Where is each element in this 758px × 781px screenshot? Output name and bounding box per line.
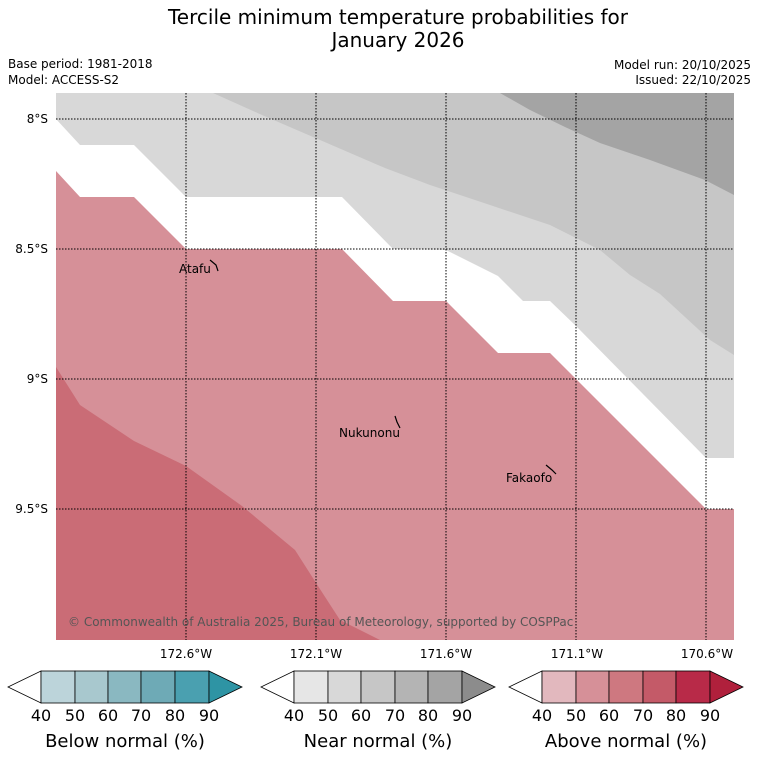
colorbar-above-segment (575, 670, 610, 704)
fakaofo-island-outline (545, 464, 557, 475)
base-period: Base period: 1981-2018 (8, 57, 153, 71)
colorbar-above-over-arrow (709, 670, 744, 704)
gridlines (56, 93, 734, 640)
issued-date: Issued: 22/10/2025 (635, 73, 751, 87)
colorbar-near-over-arrow (461, 670, 496, 704)
place-label-nukunonu: Nukunonu (339, 426, 400, 440)
colorbar-tick: 70 (384, 706, 406, 725)
model-name: Model: ACCESS-S2 (8, 73, 120, 87)
colorbar-below-over-arrow (208, 670, 243, 704)
colorbar-above-segment (608, 670, 644, 704)
atafu-island-outline (209, 259, 219, 272)
copyright-notice: © Commonwealth of Australia 2025, Bureau… (68, 615, 574, 629)
lon-label: 171.1°W (550, 647, 604, 661)
colorbar-tick: 50 (317, 706, 339, 725)
lat-label: 8°S (26, 112, 48, 126)
colorbar-near-segment (327, 670, 362, 704)
colorbar-tick: 80 (164, 706, 186, 725)
colorbar-above-segment (541, 670, 577, 704)
place-label-atafu: Atafu (179, 262, 211, 276)
colorbar-above-normal (508, 670, 744, 704)
colorbar-near-segment (360, 670, 396, 704)
colorbar-tick: 50 (64, 706, 86, 725)
colorbar-near-normal (260, 670, 496, 704)
map-title-line1: Tercile minimum temperature probabilitie… (167, 5, 629, 29)
above-normal-60-70-zone (56, 367, 380, 640)
lat-label: 9°S (26, 372, 48, 386)
colorbar-above-under-arrow (508, 670, 543, 704)
colorbar-tick: 80 (417, 706, 439, 725)
place-label-fakaofo: Fakaofo (506, 471, 553, 485)
colorbar-tick: 90 (198, 706, 220, 725)
colorbar-below-normal (7, 670, 243, 704)
model-run: Model run: 20/10/2025 (613, 58, 751, 72)
colorbar-near-under-arrow (260, 670, 295, 704)
colorbar-below-under-arrow (7, 670, 42, 704)
colorbar-tick: 60 (97, 706, 119, 725)
colorbar-tick: 40 (531, 706, 553, 725)
colorbar-tick: 70 (130, 706, 152, 725)
lat-label: 9.5°S (15, 502, 48, 516)
colorbar-below-segment (40, 670, 76, 704)
near-normal-60-70-zone (213, 93, 734, 355)
colorbar-tick: 90 (699, 706, 721, 725)
colorbar-below-segment (74, 670, 109, 704)
map-title-line2: January 2026 (331, 28, 465, 52)
colorbar-below-segment (174, 670, 210, 704)
colorbar-tick: 60 (350, 706, 372, 725)
colorbar-tick: 40 (283, 706, 305, 725)
colorbar-above-segment (642, 670, 677, 704)
colorbar-tick: 60 (598, 706, 620, 725)
lon-label: 171.6°W (419, 647, 473, 661)
colorbar-tick: 50 (565, 706, 587, 725)
colorbar-tick: 90 (451, 706, 473, 725)
colorbar-near-segment (427, 670, 463, 704)
colorbar-tick: 80 (665, 706, 687, 725)
colorbar-near-segment (293, 670, 329, 704)
colorbar-below-segment (140, 670, 176, 704)
lon-label: 172.1°W (289, 647, 343, 661)
colorbar-tick: 40 (30, 706, 52, 725)
lat-label: 8.5°S (15, 242, 48, 256)
colorbar-above-segment (675, 670, 711, 704)
colorbar-title-above: Above normal (%) (544, 731, 708, 752)
colorbar-near-segment (394, 670, 429, 704)
colorbar-tick: 70 (632, 706, 654, 725)
colorbar-title-near: Near normal (%) (303, 731, 453, 752)
colorbar-title-below: Below normal (%) (45, 731, 205, 752)
colorbar-below-segment (107, 670, 142, 704)
nukunonu-island-outline (394, 415, 401, 429)
lon-label: 172.6°W (159, 647, 213, 661)
lon-label: 170.6°W (680, 647, 734, 661)
